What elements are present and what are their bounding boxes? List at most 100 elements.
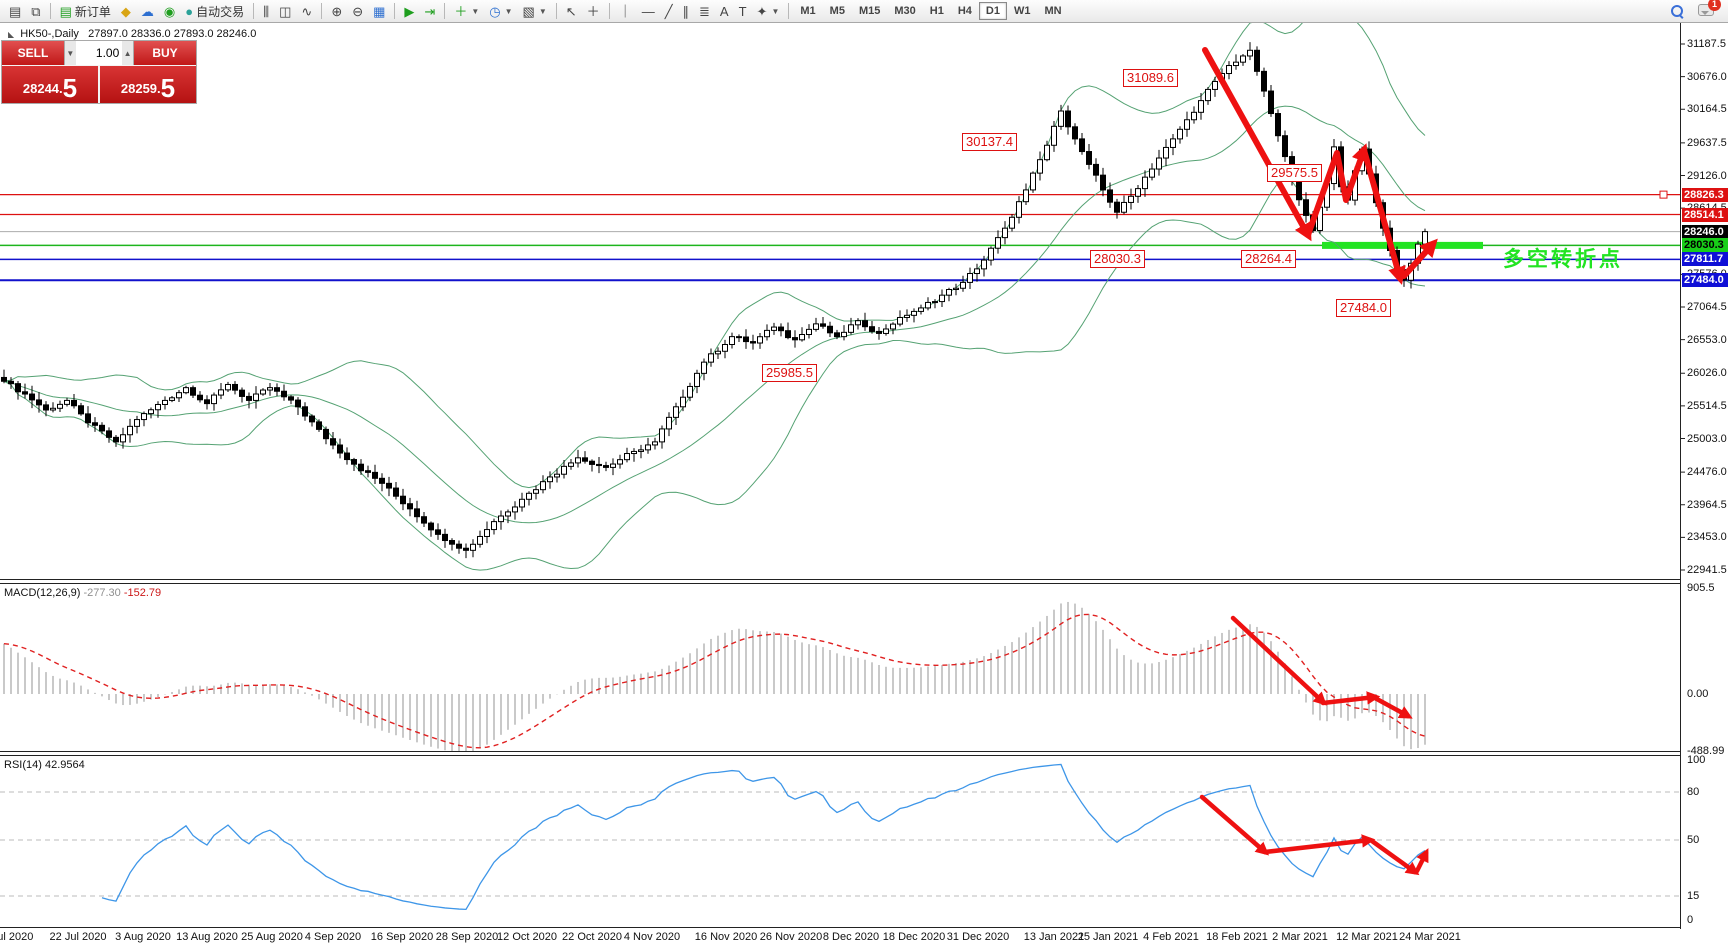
signals-icon: ◉	[163, 3, 176, 19]
timeframe-m15[interactable]: M15	[858, 5, 881, 17]
date-axis-label: 4 Feb 2021	[1143, 931, 1199, 943]
price-level-label: 28030.3	[1682, 238, 1728, 253]
zoom-in-icon[interactable]: ⊕	[326, 1, 347, 21]
turning-point-note[interactable]: 多空转折点	[1503, 248, 1623, 271]
crosshair-icon: ＋	[586, 3, 600, 19]
buy-button[interactable]: BUY	[134, 41, 196, 65]
cursor-icon: ↖	[565, 3, 577, 19]
timeframe-h1[interactable]: H1	[929, 5, 944, 17]
line-chart-icon[interactable]: ∿	[296, 1, 317, 21]
price-chart-canvas[interactable]	[0, 23, 1728, 943]
swing-price-callout[interactable]: 28030.3	[1090, 250, 1145, 268]
timeframe-m1[interactable]: M1	[800, 5, 816, 17]
text-label-icon[interactable]: T	[734, 1, 752, 21]
pane-separator-rsi[interactable]	[0, 751, 1681, 756]
chart-profiles-icon[interactable]: ⧉	[26, 1, 45, 21]
swing-price-callout[interactable]: 31089.6	[1123, 69, 1178, 87]
chart-window[interactable]: ◣ HK50-,Daily 27897.0 28336.0 27893.0 28…	[0, 23, 1728, 943]
swing-price-callout[interactable]: 25985.5	[762, 364, 817, 382]
crosshair-icon[interactable]: ＋	[582, 1, 605, 21]
volume-input[interactable]	[75, 41, 123, 65]
chart-ohlc-values: 27897.0 28336.0 27893.0 28246.0	[88, 28, 257, 40]
chevron-down-icon: ▼	[504, 6, 513, 16]
signals-icon[interactable]: ◉	[159, 1, 180, 21]
bar-chart-icon: ⫼	[263, 3, 270, 19]
period-icon: ◷	[489, 3, 501, 19]
trend-arrows[interactable]	[1199, 47, 1438, 876]
price-level-label: 27811.7	[1682, 252, 1728, 267]
y-axis-tick: 23453.0	[1687, 531, 1727, 544]
data-window-icon[interactable]: ▤	[4, 1, 26, 21]
candlestick-chart-icon[interactable]: ◫	[274, 1, 296, 21]
channel-icon[interactable]: ∥	[678, 1, 695, 21]
sell-price[interactable]: 28244. 5	[2, 66, 98, 103]
search-icon[interactable]	[1671, 4, 1684, 18]
toolbar-separator	[788, 3, 790, 19]
gold-chart-icon[interactable]: ◆	[116, 1, 136, 21]
candlestick-chart-icon: ◫	[279, 3, 292, 19]
swing-price-callout[interactable]: 29575.5	[1267, 164, 1322, 182]
date-axis-label: 13 Aug 2020	[176, 931, 238, 943]
fibonacci-icon: ≣	[699, 3, 710, 19]
trendline-icon[interactable]: ╱	[660, 1, 678, 21]
buy-price[interactable]: 28259. 5	[100, 66, 196, 103]
timeframe-w1[interactable]: W1	[1013, 5, 1031, 17]
sell-button[interactable]: SELL	[2, 41, 64, 65]
volume-decrease-button[interactable]: ▼	[65, 41, 76, 65]
price-level-label: 28514.1	[1682, 207, 1728, 222]
rsi-axis-tick: 50	[1687, 834, 1700, 846]
price-level-label: 28826.3	[1682, 187, 1728, 202]
indicators-icon: ＋	[454, 3, 468, 19]
cursor-icon[interactable]: ↖	[561, 1, 582, 21]
macd-main-value: -277.30	[83, 587, 121, 599]
date-axis-label: 25 Aug 2020	[241, 931, 303, 943]
swing-price-callout[interactable]: 27484.0	[1336, 299, 1391, 317]
macd-indicator-label: MACD(12,26,9) -277.30 -152.79	[4, 587, 162, 599]
chevron-down-icon: ▼	[538, 6, 547, 16]
price-axis-border	[1680, 23, 1681, 929]
template-icon[interactable]: ▧ ▼	[518, 1, 552, 21]
timeframe-mn[interactable]: MN	[1044, 5, 1062, 17]
chevron-down-icon: ▼	[771, 6, 780, 16]
chart-shift-icon[interactable]: ⇥	[419, 1, 440, 21]
macd-axis-tick: 0.00	[1687, 688, 1709, 700]
timeframe-m5[interactable]: M5	[829, 5, 845, 17]
period-icon[interactable]: ◷ ▼	[484, 1, 517, 21]
rsi-axis-tick: 0	[1687, 914, 1694, 926]
swing-price-callout[interactable]: 30137.4	[962, 133, 1017, 151]
price-level-label: 27484.0	[1682, 273, 1728, 288]
rsi-axis-tick: 15	[1687, 890, 1700, 902]
date-axis-label: 12 Oct 2020	[497, 931, 557, 943]
chart-ohlc-title: ◣ HK50-,Daily 27897.0 28336.0 27893.0 28…	[8, 28, 256, 40]
chart-shift-icon: ⇥	[424, 3, 436, 19]
gold-chart-icon: ◆	[120, 3, 131, 19]
indicators-icon[interactable]: ＋ ▼	[449, 1, 484, 21]
timeframe-d1[interactable]: D1	[978, 2, 1007, 20]
volume-increase-button[interactable]: ▲	[122, 41, 133, 65]
y-axis-tick: 29637.5	[1687, 136, 1727, 149]
chevron-down-icon: ▼	[471, 6, 480, 16]
swing-price-callout[interactable]: 28264.4	[1241, 250, 1296, 268]
tile-windows-icon[interactable]: ▦	[368, 1, 390, 21]
community-icon[interactable]: ☁	[136, 1, 159, 21]
toolbar-separator	[555, 3, 557, 19]
vertical-line-icon[interactable]: ｜	[614, 1, 637, 21]
zoom-out-icon[interactable]: ⊖	[347, 1, 368, 21]
y-axis-tick: 22941.5	[1687, 564, 1727, 576]
auto-scroll-icon[interactable]: ▶	[399, 1, 419, 21]
shapes-icon[interactable]: ✦ ▼	[752, 1, 785, 21]
fibonacci-icon[interactable]: ≣	[694, 1, 715, 21]
bar-chart-icon[interactable]: ⫼	[258, 1, 274, 21]
horizontal-line-icon[interactable]: —	[637, 1, 660, 21]
date-axis-label: 13 Jan 2021	[1023, 931, 1085, 943]
price-level-label: 28246.0	[1682, 224, 1728, 239]
text-icon[interactable]: A	[715, 1, 734, 21]
zoom-in-icon: ⊕	[331, 3, 343, 19]
pane-separator-macd[interactable]	[0, 579, 1681, 584]
auto-trading-button[interactable]: ● 自动交易	[185, 3, 245, 19]
timeframe-h4[interactable]: H4	[957, 5, 972, 17]
date-axis-label: 22 Oct 2020	[562, 931, 622, 943]
timeframe-m30[interactable]: M30	[894, 5, 916, 17]
new-order-button[interactable]: ▤ 新订单	[59, 3, 111, 19]
